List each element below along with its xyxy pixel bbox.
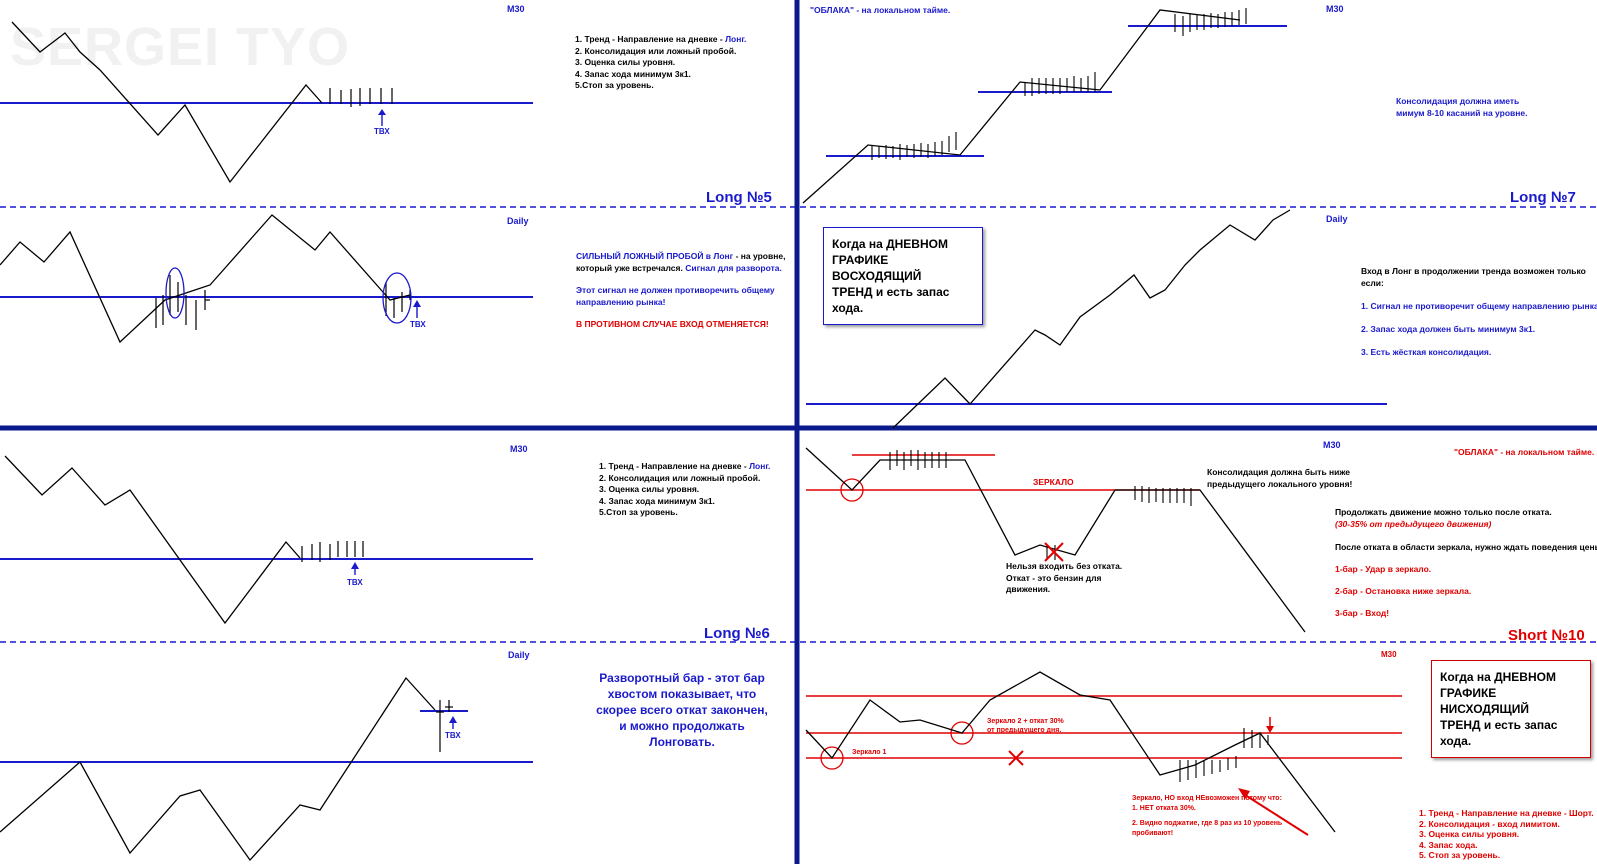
price-path bbox=[805, 447, 1306, 633]
p8-warning-note: Зеркало, НО вход НЕвозможен потому что: … bbox=[1132, 795, 1283, 837]
consolidation-bars-top bbox=[889, 450, 947, 470]
p7-timeframe: M30 bbox=[1323, 440, 1341, 450]
panel7-chart bbox=[805, 447, 1306, 633]
p6-description: Разворотный бар - этот бар хвостом показ… bbox=[596, 671, 768, 749]
p6-entry-label: ТВХ bbox=[445, 731, 461, 740]
mirror-circle bbox=[840, 478, 864, 502]
cancel-cross bbox=[1008, 750, 1024, 766]
reversal-bars bbox=[436, 700, 453, 752]
p4-info-box: Когда на ДНЕВНОМ ГРАФИКЕ ВОСХОДЯЩИЙ ТРЕН… bbox=[823, 227, 983, 325]
price-path bbox=[805, 671, 1336, 833]
p8-timeframe: M30 bbox=[1381, 650, 1397, 659]
p2-timeframe: Daily bbox=[507, 216, 529, 226]
p1-timeframe: M30 bbox=[507, 4, 525, 14]
p3-timeframe: M30 bbox=[1326, 4, 1344, 14]
entry-arrow bbox=[378, 109, 386, 126]
p4-long-label: Long №7 bbox=[1510, 189, 1576, 206]
entry-arrow bbox=[413, 300, 421, 318]
panel6-chart bbox=[0, 676, 533, 862]
highlight-ellipse bbox=[165, 267, 185, 319]
consolidation-bars bbox=[301, 541, 364, 562]
p8-info-box: Когда на ДНЕВНОМ ГРАФИКЕ НИСХОДЯЩИЙ ТРЕН… bbox=[1431, 660, 1591, 758]
consolidation-bars bbox=[329, 88, 393, 107]
consolidation-bars-3 bbox=[1174, 8, 1247, 36]
p5-entry-label: ТВХ bbox=[347, 578, 363, 587]
p7-cloud-note: "ОБЛАКА" - на локальном тайме. bbox=[1454, 447, 1595, 457]
squeeze-bars bbox=[1179, 728, 1269, 782]
panel1-chart bbox=[0, 21, 533, 184]
red-arrow-down bbox=[1266, 717, 1274, 733]
p4-conditions: Вход в Лонг в продолжении тренда возможе… bbox=[1361, 266, 1597, 357]
p6-long-label: Long №6 bbox=[704, 625, 770, 642]
panel2-chart bbox=[0, 214, 533, 344]
no-entry-cross bbox=[1044, 542, 1064, 562]
panel8-chart bbox=[805, 671, 1402, 836]
mirror2-circle bbox=[950, 721, 974, 745]
p8-mirror1-label: Зеркало 1 bbox=[852, 749, 887, 756]
p2-long-label: Long №5 bbox=[706, 189, 772, 206]
panel5-chart bbox=[0, 455, 533, 625]
p3-cloud-note: "ОБЛАКА" - на локальном тайме. bbox=[810, 5, 951, 15]
p8-mirror2-label: Зеркало 2 + откат 30% от предыдущего дня… bbox=[987, 718, 1064, 734]
false-breakout-bars bbox=[155, 275, 411, 330]
watermark: SERGEI TYO bbox=[10, 17, 351, 77]
highlight-ellipse bbox=[382, 272, 412, 324]
entry-arrow bbox=[449, 716, 457, 729]
panel3-chart bbox=[802, 8, 1287, 204]
p1-steps: 1. Тренд - Направление на дневке - Лонг.… bbox=[575, 34, 747, 90]
p7-consolidation-note: Консолидация должна быть ниже предыдущег… bbox=[1207, 467, 1353, 489]
panel4-chart bbox=[806, 209, 1387, 429]
mirror1-circle bbox=[820, 746, 844, 770]
p8-short-label: Short №10 bbox=[1508, 627, 1585, 644]
p7-mirror-label: ЗЕРКАЛО bbox=[1033, 477, 1074, 487]
price-path bbox=[11, 21, 323, 184]
p7-no-entry-note: Нельзя входить без отката. Откат - это б… bbox=[1006, 561, 1123, 594]
p4-timeframe: Daily bbox=[1326, 214, 1348, 224]
consolidation-bars-mirror bbox=[1134, 486, 1192, 506]
p1-entry-label: ТВХ bbox=[374, 127, 390, 136]
price-path bbox=[0, 214, 411, 344]
price-path bbox=[892, 209, 1291, 429]
p2-entry-label: ТВХ bbox=[410, 320, 426, 329]
consolidation-bars-1 bbox=[871, 132, 957, 160]
p3-consolidation-note: Консолидация должна иметь мимум 8-10 кас… bbox=[1396, 96, 1528, 118]
red-arrow-diagonal bbox=[1238, 788, 1309, 836]
consolidation-bars-2 bbox=[1024, 72, 1096, 96]
p5-steps: 1. Тренд - Направление на дневке - Лонг.… bbox=[599, 461, 771, 517]
p7-rules: Продолжать движение можно только после о… bbox=[1335, 507, 1597, 618]
entry-arrow bbox=[351, 562, 359, 575]
price-path bbox=[4, 455, 301, 625]
price-path bbox=[0, 676, 436, 862]
p5-timeframe: M30 bbox=[510, 444, 528, 454]
p6-timeframe: Daily bbox=[508, 650, 530, 660]
p8-steps: 1. Тренд - Направление на дневке - Шорт.… bbox=[1419, 808, 1594, 860]
price-path bbox=[802, 9, 1241, 204]
p2-description: СИЛЬНЫЙ ЛОЖНЫЙ ПРОБОЙ в Лонг - на уровне… bbox=[576, 251, 786, 329]
